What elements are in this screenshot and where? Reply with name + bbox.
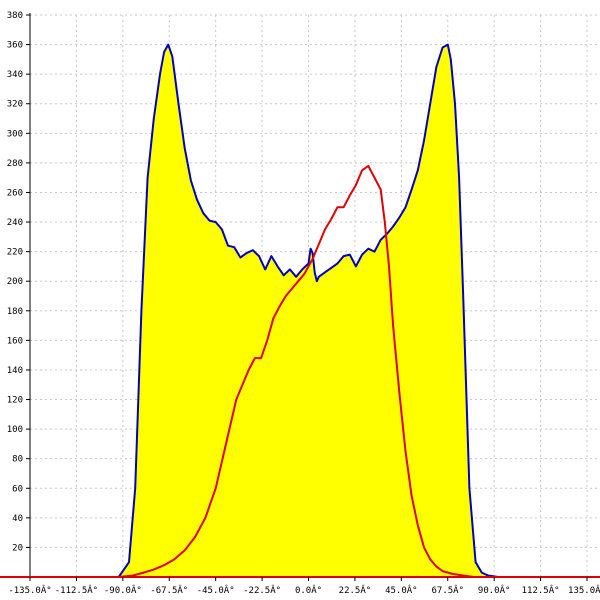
x-tick-label: -135.0Â° xyxy=(8,584,51,596)
x-tick-label: -45.0Â° xyxy=(197,584,235,596)
series-2-line xyxy=(118,164,495,578)
y-tick-label: 240 xyxy=(7,218,23,228)
y-tick-label: 380 xyxy=(7,11,23,21)
x-tick-label: -22.5Â° xyxy=(243,584,281,596)
x-tick-label: 112.5Â° xyxy=(522,584,560,596)
y-tick-label: 340 xyxy=(7,70,23,80)
y-tick-label: 280 xyxy=(7,159,23,169)
series-1-line xyxy=(117,43,499,578)
y-tick-label: 60 xyxy=(12,484,23,494)
y-tick-label: 320 xyxy=(7,100,23,110)
y-tick-label: 220 xyxy=(7,248,23,258)
y-tick-label: 360 xyxy=(7,41,23,51)
x-tick-label: 45.0Â° xyxy=(385,584,418,596)
x-tick-label: 67.5Â° xyxy=(431,584,464,596)
series-1-area xyxy=(118,44,499,578)
x-tick-label: -67.5Â° xyxy=(150,584,188,596)
x-tick-label: -90.0Â° xyxy=(104,584,142,596)
y-tick-label: 40 xyxy=(12,514,23,524)
tick-labels: 20 40 60 80 100 120 140 160 180 200 220 240 260 280 30… xyxy=(7,11,600,596)
x-tick-label: 22.5Â° xyxy=(339,584,372,596)
y-tick-label: 260 xyxy=(7,188,23,198)
x-tick-label: 135.0Â° xyxy=(568,584,600,596)
y-tick-label: 200 xyxy=(7,277,23,287)
y-tick-label: 80 xyxy=(12,455,23,465)
y-tick-label: 140 xyxy=(7,366,23,376)
y-tick-label: 20 xyxy=(12,543,23,553)
y-tick-label: 100 xyxy=(7,425,23,435)
y-tick-label: 160 xyxy=(7,336,23,346)
x-tick-label: -112.5Â° xyxy=(55,584,98,596)
series-layer xyxy=(117,43,499,578)
y-tick-label: 180 xyxy=(7,307,23,317)
y-tick-label: 120 xyxy=(7,396,23,406)
y-tick-label: 300 xyxy=(7,129,23,139)
x-tick-label: 0.0Â° xyxy=(295,584,322,596)
axes xyxy=(0,13,600,581)
x-tick-label: 90.0Â° xyxy=(478,584,511,596)
